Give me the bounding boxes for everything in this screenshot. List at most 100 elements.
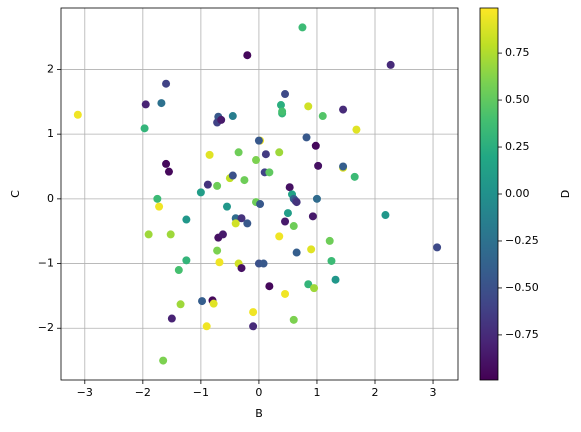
x-tick-label: −2 [135,386,151,399]
scatter-point [174,266,183,275]
scatter-point [196,188,205,197]
y-tick-label: −1 [38,257,54,270]
scatter-point [276,101,285,110]
y-tick-label: −2 [38,321,54,334]
scatter-point [167,314,176,323]
scatter-point [339,162,348,171]
scatter-point [218,230,227,239]
scatter-point [222,202,231,211]
scatter-point [228,171,237,180]
scatter-point [310,284,319,293]
scatter-point [141,100,150,109]
scatter-point [254,136,263,145]
scatter-point [213,246,222,255]
scatter-point [289,315,298,324]
scatter-point [283,209,292,218]
colorbar-tick-label: −0.50 [505,281,539,294]
scatter-point [275,148,284,157]
scatter-point [275,232,284,241]
scatter-point [182,256,191,265]
scatter-point [73,110,82,119]
scatter-point [249,308,258,317]
scatter-point [159,356,168,365]
y-tick-label: 0 [47,192,54,205]
scatter-point [231,219,240,228]
scatter-point [166,230,175,239]
x-tick-label: −1 [193,386,209,399]
scatter-point [339,105,348,114]
scatter-point [289,222,298,231]
scatter-point [162,159,171,168]
scatter-point [352,125,361,134]
scatter-point [240,176,249,185]
scatter-point [350,172,359,181]
scatter-point [261,150,270,159]
y-axis-label: C [9,190,22,198]
scatter-point [285,183,294,192]
scatter-point [176,300,185,309]
scatter-point [215,258,224,267]
scatter-point [205,150,214,159]
scatter-point [153,194,162,203]
scatter-point [302,133,311,142]
scatter-point [243,219,252,228]
scatter-point [304,280,313,289]
scatter-point [249,322,258,331]
scatter-point [237,214,246,223]
x-tick-label: 0 [255,386,262,399]
scatter-point [182,215,191,224]
scatter-point [198,297,207,306]
scatter-point [381,211,390,220]
colorbar-tick-label: 0.50 [505,93,530,106]
scatter-point [327,256,336,265]
scatter-point [162,79,171,88]
scatter-point [144,230,153,239]
scatter-point [155,202,164,211]
scatter-point [304,102,313,111]
scatter-point [433,243,442,252]
scatter-point [265,168,274,177]
scatter-point [213,181,222,190]
scatter-point [228,112,237,121]
scatter-point [281,90,290,99]
scatter-point [278,107,287,116]
y-tick-label: 1 [47,127,54,140]
scatter-point [281,289,290,298]
y-tick-label: 2 [47,62,54,75]
scatter-point [308,212,317,221]
colorbar-tick-label: 0.00 [505,187,530,200]
colorbar-label: D [559,190,572,198]
scatter-point [292,198,301,207]
scatter-point [292,248,301,257]
x-tick-label: 2 [372,386,379,399]
scatter-point [243,51,252,60]
scatter-point [265,282,274,291]
plot-frame [60,7,459,381]
x-tick-label: 3 [430,386,437,399]
scatter-point [311,141,320,150]
scatter-point [237,264,246,273]
x-axis-label: B [255,407,263,420]
scatter-point [217,115,226,124]
scatter-point [281,217,290,226]
colorbar-tick-label: −0.25 [505,234,539,247]
scatter-point [298,23,307,32]
colorbar-tick-label: 0.75 [505,46,530,59]
scatter-point [157,99,166,108]
x-tick-label: 1 [313,386,320,399]
scatter-point [252,156,261,165]
scatter-point [386,60,395,69]
scatter-point [202,322,211,331]
scatter-point [209,299,218,308]
scatter-point [312,194,321,203]
x-tick-label: −3 [77,386,93,399]
scatter-point [325,236,334,245]
scatter-point [307,245,316,254]
scatter-point [318,112,327,121]
scatter-point [140,124,149,133]
scatter-point [234,148,243,157]
scatter-point [256,200,265,209]
scatter-point [259,259,268,268]
scatter-point [314,161,323,170]
